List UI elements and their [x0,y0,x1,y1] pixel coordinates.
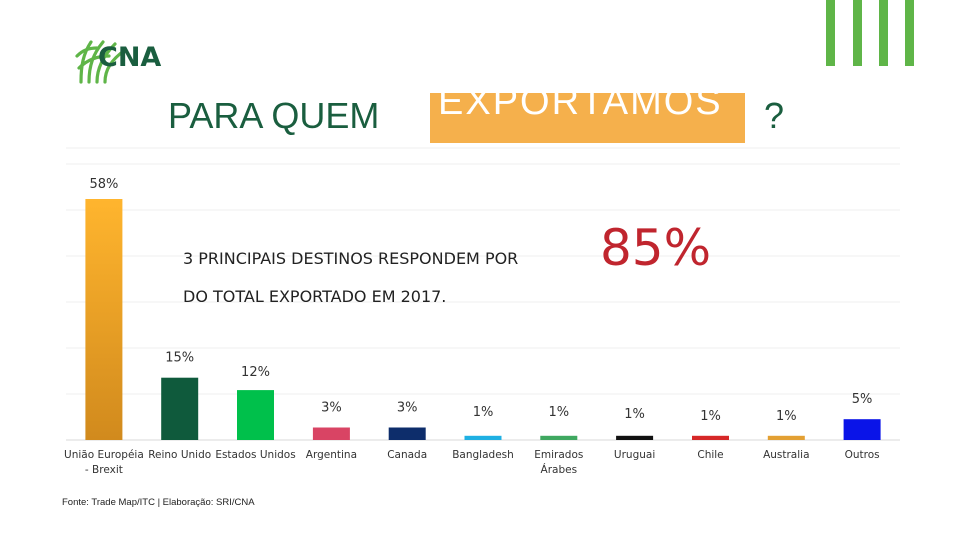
data-label: 1% [700,409,721,424]
bars [85,199,881,440]
title-question-mark: ? [764,95,785,136]
category-label: Australia [763,449,809,461]
title-highlight-box: EXPORTAMOS [430,93,745,143]
bar-3 [237,390,274,440]
callout-line2: DO TOTAL EXPORTADO EM 2017. [183,287,447,306]
data-labels: 58% 15% 12% 3% 3% 1% 1% 1% 1% 1% 5% [89,177,872,424]
callout-highlight: 85% [600,219,712,277]
title-before: PARA QUEM [168,95,380,136]
bar-7 [540,435,578,440]
data-label: 58% [89,177,118,192]
data-label: 3% [321,401,342,416]
data-label: 12% [241,365,270,380]
data-label: 1% [473,405,494,420]
source-note: Fonte: Trade Map/ITC | Elaboração: SRI/C… [62,497,255,508]
data-label: 15% [165,351,194,366]
category-label: Canada [387,449,427,461]
bar-5 [388,427,426,440]
bar-1 [85,199,123,440]
bar-10 [767,435,805,440]
cna-logo-icon [75,40,127,84]
category-label: Estados Unidos [215,449,295,461]
category-label: Chile [697,449,723,461]
bar-11 [843,419,881,440]
data-label: 3% [397,401,418,416]
bar-2 [161,377,199,440]
data-label: 5% [852,392,873,407]
decorative-bar [879,0,888,66]
bar-9 [692,435,729,440]
decorative-bar [905,0,914,66]
category-labels: União Européia - Brexit Reino Unido Estados… [64,449,880,476]
data-label: 1% [624,407,645,422]
callout-line1: 3 PRINCIPAIS DESTINOS RESPONDEM POR [183,249,519,268]
bar-4 [312,427,350,440]
category-label: Argentina [306,449,357,461]
category-label: Bangladesh [452,449,514,461]
category-label: União Européia - Brexit [64,449,144,476]
bar-8 [616,435,654,440]
category-label: Outros [845,449,880,461]
bar-6 [464,435,502,440]
title-highlight: EXPORTAMOS [438,93,723,123]
decorative-bar [826,0,835,66]
category-label: Emirados Árabes [534,449,583,476]
gridlines [66,147,900,441]
category-label: Uruguai [614,449,655,461]
logo-text: CNA [98,42,162,73]
category-label: Reino Unido [148,449,211,461]
data-label: 1% [776,409,797,424]
data-label: 1% [548,405,569,420]
decorative-bar [853,0,862,66]
